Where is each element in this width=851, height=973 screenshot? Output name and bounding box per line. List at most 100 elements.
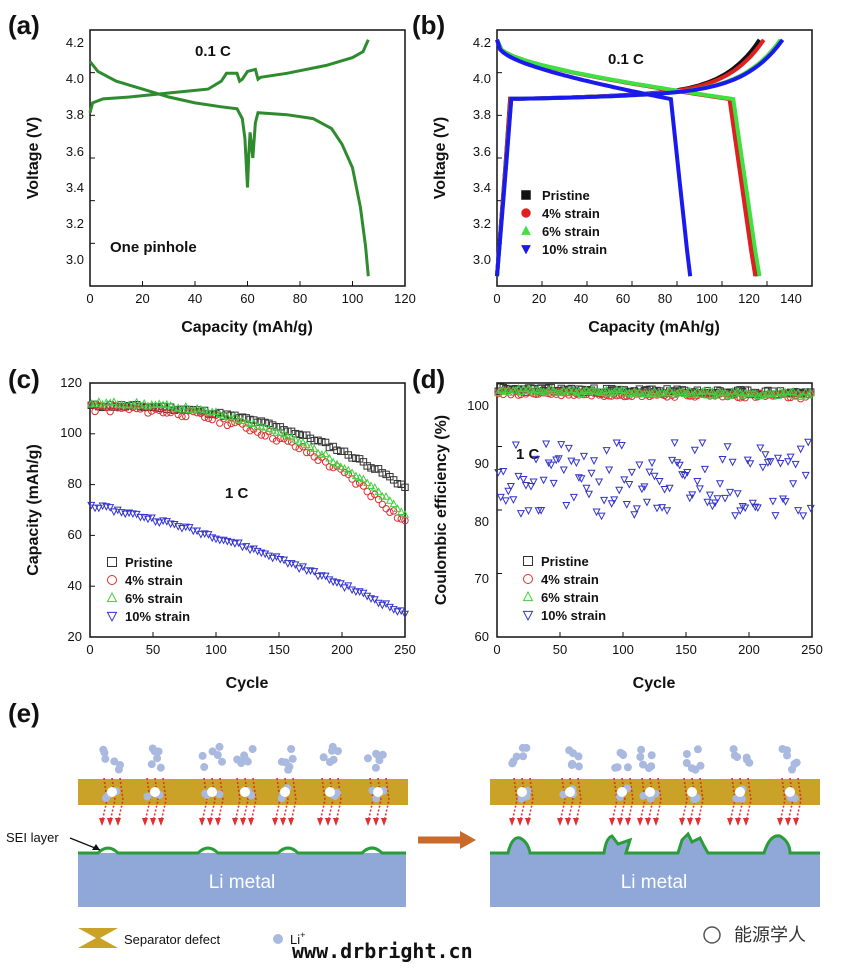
li-ion-arrow-head [207,818,213,826]
panel-c-point [246,427,254,435]
panel-c-point [212,411,220,419]
panel-c-point [246,415,254,424]
panel-d-legend-label: 4% strain [541,572,599,587]
panel-d-point [806,388,815,397]
panel-c-point [378,491,387,500]
panel-d-point [650,472,659,481]
panel-d-point [756,444,765,453]
separator-defect [785,787,795,797]
panel-d-point [736,388,745,396]
li-ion-arrow-head [215,818,221,826]
panel-d-point [708,387,717,395]
panel-b-discharge-line [495,38,758,277]
panel-c-point [321,572,330,581]
panel-c-legend-marker [106,611,118,623]
panel-d-point [776,459,785,468]
panel-c-point [261,432,269,440]
panel-d-point [647,388,657,397]
panel-d-point [557,441,566,449]
panel-b-xtick: 120 [738,291,760,306]
panel-d-point [647,459,657,468]
panel-b-xlabel: Capacity (mAh/g) [588,319,720,336]
li-ion [215,790,224,799]
panel-c-point [215,536,224,545]
li-ion [378,750,387,759]
panel-d-label: (d) [412,364,445,394]
panel-d-legend-marker [523,574,533,584]
panel-c-legend-marker [106,591,118,603]
panel-c-point [174,410,182,419]
panel-d-point [549,479,558,488]
panel-c-point [370,483,379,491]
panel-d-x-ticks: 0 50 100 150 200 250 [493,642,822,657]
panel-c-point [193,403,202,412]
panel-c-point [132,397,141,406]
panel-d-point [721,388,730,396]
panel-c-point [332,459,341,468]
panel-d-point [529,478,538,487]
panel-c-point [386,508,394,516]
panel-c-point [303,448,311,457]
panel-a-xlabel: Capacity (mAh/g) [181,319,313,336]
panel-d-point [660,486,669,494]
panel-c-point [287,427,296,436]
panel-d-point [758,463,767,472]
panel-c-point [382,492,391,500]
li-ion-path-arrow [217,777,224,823]
panel-c-point [87,399,96,407]
li-ion-path-arrow [117,777,124,823]
panel-d-xtick: 150 [675,642,697,657]
panel-c-point [306,448,315,457]
panel-c: (c) 0 50 100 150 200 250 20 40 60 80 100… [8,364,416,692]
panel-d-point [721,494,730,503]
separator-defect [240,787,250,797]
li-ion [616,748,625,757]
li-ion-arrow-head [777,818,783,826]
li-ion [778,745,787,753]
panel-b-series [495,29,813,287]
panel-c-point [295,565,304,573]
panel-c-legend-label: 10% strain [125,609,190,624]
panel-c-series [87,382,410,638]
li-ion-path-arrow [655,777,662,823]
watermark-url: www.drbright.cn [292,939,473,963]
panel-c-point [121,510,130,519]
li-ion-path-arrow [745,777,752,823]
panel-d-point [584,490,594,499]
li-ion-path-arrow [779,777,786,823]
panel-c-point [393,504,402,512]
panel-c-point [106,504,115,512]
panel-b-charge-line [495,38,785,277]
panel-c-y-ticks: 20 40 60 80 100 120 [60,375,82,644]
panel-c-point [291,434,300,443]
panel-b-discharge-line [495,39,693,277]
panel-d-point [768,497,777,506]
panel-c-point [340,584,349,593]
panel-d-point [501,387,510,395]
li-ion [154,747,163,756]
panel-d-point [675,461,684,470]
panel-c-point [363,487,371,496]
panel-d-point [733,490,742,498]
panel-d-point [748,499,757,508]
li-ion-arrow-head [565,818,571,826]
panel-d-point [713,389,722,397]
panel-c-legend: Pristine 4% strain 6% strain 10% strain [125,555,190,624]
panel-d-point [789,387,798,395]
panel-a-xtick: 20 [135,291,149,306]
panel-d-point [781,498,790,506]
li-ion-arrow-head [325,818,331,826]
panel-c-point [227,419,235,428]
li-ion-arrow-head [272,818,278,826]
li-ion-arrow-head [365,818,371,826]
li-ion-arrow-head [107,818,113,826]
panel-c-x-ticks: 0 50 100 150 200 250 [86,642,415,657]
panel-d-point [771,512,780,520]
panel-a-xtick: 0 [86,291,93,306]
panel-c-point [385,603,394,612]
panel-d-point [537,507,546,515]
panel-d-point [799,512,808,521]
li-ion-path-arrow [152,777,159,823]
li-ion-arrow-head [317,818,323,826]
panel-c-point [227,414,236,422]
